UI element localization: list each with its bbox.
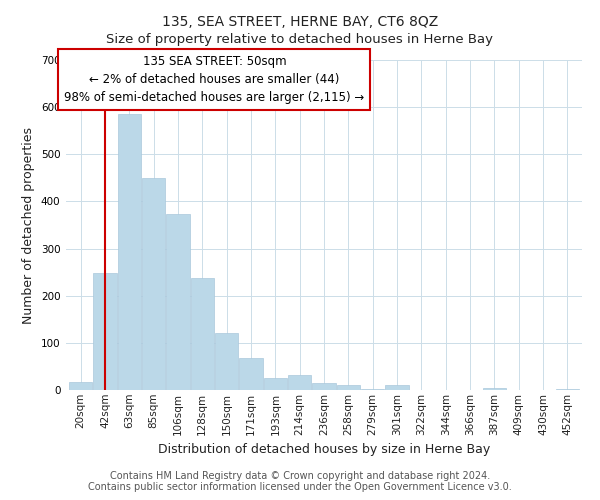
Bar bbox=[556, 388, 579, 390]
Bar bbox=[166, 214, 190, 390]
Text: 135, SEA STREET, HERNE BAY, CT6 8QZ: 135, SEA STREET, HERNE BAY, CT6 8QZ bbox=[162, 15, 438, 29]
Text: 135 SEA STREET: 50sqm
← 2% of detached houses are smaller (44)
98% of semi-detac: 135 SEA STREET: 50sqm ← 2% of detached h… bbox=[64, 56, 365, 104]
Bar bbox=[361, 389, 384, 390]
Bar bbox=[118, 114, 141, 390]
Bar bbox=[313, 384, 335, 390]
Bar bbox=[239, 358, 263, 390]
Bar bbox=[483, 388, 506, 390]
Bar bbox=[215, 333, 238, 390]
X-axis label: Distribution of detached houses by size in Herne Bay: Distribution of detached houses by size … bbox=[158, 443, 490, 456]
Y-axis label: Number of detached properties: Number of detached properties bbox=[22, 126, 35, 324]
Bar bbox=[142, 178, 165, 390]
Text: Size of property relative to detached houses in Herne Bay: Size of property relative to detached ho… bbox=[107, 32, 493, 46]
Bar bbox=[94, 273, 116, 390]
Bar bbox=[288, 376, 311, 390]
Bar bbox=[191, 278, 214, 390]
Bar bbox=[337, 385, 360, 390]
Text: Contains HM Land Registry data © Crown copyright and database right 2024.
Contai: Contains HM Land Registry data © Crown c… bbox=[88, 471, 512, 492]
Bar bbox=[264, 378, 287, 390]
Bar bbox=[385, 386, 409, 390]
Bar bbox=[69, 382, 92, 390]
